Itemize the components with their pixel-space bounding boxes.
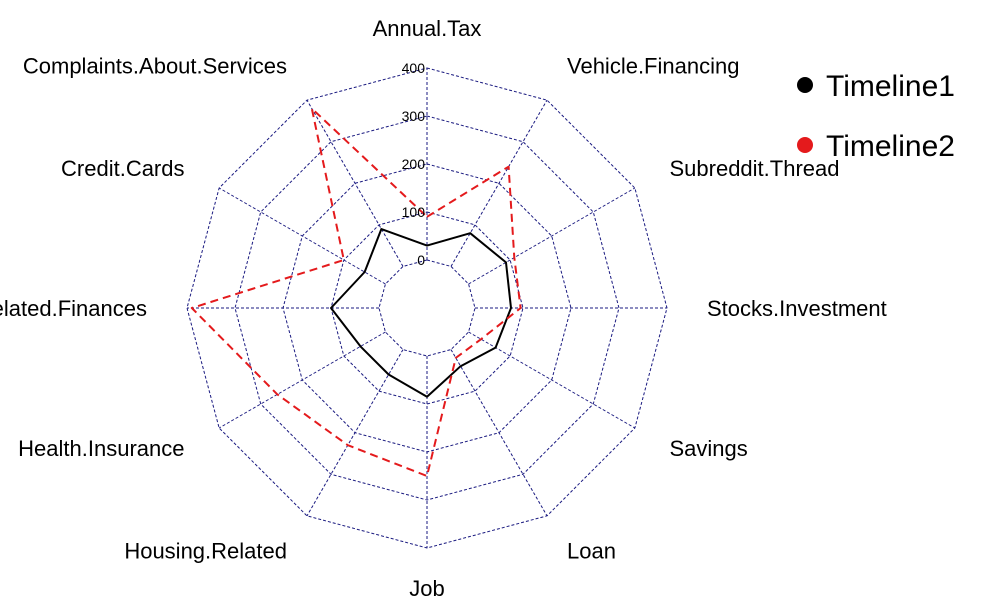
tick-labels: 0 100 200 300 400 <box>402 60 426 268</box>
axis-label: Complaints.About.Services <box>23 54 287 79</box>
tick-label: 400 <box>402 60 426 76</box>
grid-ring-3 <box>234 115 620 501</box>
grid-spoke-2 <box>468 187 636 285</box>
axis-label: Subreddit.Thread <box>669 156 839 181</box>
tick-label: 0 <box>417 252 425 268</box>
tick-label: 100 <box>402 204 426 220</box>
grid-spoke-8 <box>218 331 386 429</box>
series-layer <box>190 107 522 477</box>
axis-label: Loan <box>567 538 616 563</box>
grid-ring-0 <box>378 259 476 357</box>
legend-marker <box>797 77 813 93</box>
axis-label: Housing.Related <box>124 538 287 563</box>
grid-spoke-5 <box>450 349 548 517</box>
grid-ring-1 <box>330 211 524 405</box>
grid-spoke-1 <box>450 99 548 267</box>
legend-marker <box>797 137 813 153</box>
axis-label: Vehicle.Financing <box>567 54 739 79</box>
grid-spoke-10 <box>218 187 386 285</box>
axis-label: Stocks.Investment <box>707 296 887 321</box>
legend-label: Timeline2 <box>826 130 955 163</box>
axis-label: Health.Insurance <box>18 436 184 461</box>
series-line-timeline1 <box>330 228 512 398</box>
grid <box>186 67 668 549</box>
legend-label: Timeline1 <box>826 70 955 103</box>
legend: Timeline1 Timeline2 <box>797 70 955 163</box>
axis-label: Job <box>409 576 444 601</box>
grid-spoke-11 <box>306 99 404 267</box>
tick-label: 200 <box>402 156 426 172</box>
axis-label: Credit.Cards <box>61 156 184 181</box>
axis-label: Family.Related.Finances <box>0 296 147 321</box>
axis-labels: Annual.Tax Vehicle.Financing Subreddit.Thr… <box>0 16 887 601</box>
grid-spoke-7 <box>306 349 404 517</box>
series-line-timeline2 <box>190 107 522 477</box>
tick-label: 300 <box>402 108 426 124</box>
axis-label: Savings <box>669 436 747 461</box>
grid-spoke-4 <box>468 331 636 429</box>
axis-label: Annual.Tax <box>373 16 482 41</box>
